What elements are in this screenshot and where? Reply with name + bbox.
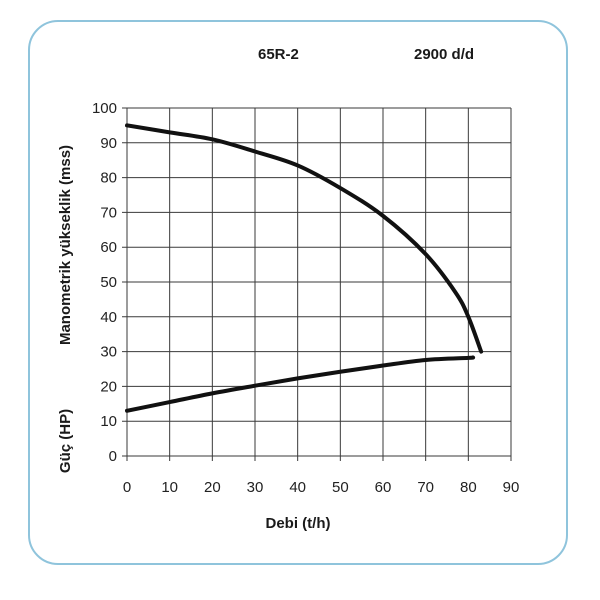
- grid: [122, 107, 512, 461]
- y-tick-label: 60: [100, 239, 117, 256]
- y-tick-label: 30: [100, 344, 117, 361]
- y-tick-label: 50: [100, 274, 117, 291]
- y-axis-title-power: Güç (HP): [57, 409, 74, 473]
- x-tick-label: 70: [417, 479, 434, 496]
- series-lines: [125, 123, 484, 413]
- x-tick-label: 40: [289, 479, 306, 496]
- x-tick-label: 80: [460, 479, 477, 496]
- y-axis-title-head: Manometrik yükseklik (mss): [57, 145, 74, 345]
- head-curve-line: [125, 123, 484, 354]
- x-tick-labels: 0 10 20 30 40 50 60 70 80 90: [123, 479, 520, 496]
- x-tick-label: 90: [503, 479, 520, 496]
- x-tick-label: 10: [161, 479, 178, 496]
- x-axis-title: Debi (t/h): [266, 515, 331, 532]
- model-title: 65R-2: [258, 46, 299, 63]
- x-tick-label: 60: [375, 479, 392, 496]
- y-tick-label: 10: [100, 413, 117, 430]
- y-tick-labels: 0 10 20 30 40 50 60 70 80 90 100: [92, 100, 117, 465]
- y-tick-label: 80: [100, 170, 117, 187]
- y-tick-label: 0: [109, 448, 117, 465]
- y-tick-label: 70: [100, 204, 117, 221]
- y-tick-label: 90: [100, 135, 117, 152]
- power-curve-line: [125, 355, 476, 413]
- x-tick-label: 20: [204, 479, 221, 496]
- y-tick-label: 20: [100, 378, 117, 395]
- speed-subtitle: 2900 d/d: [414, 46, 475, 63]
- y-tick-label: 100: [92, 100, 117, 117]
- x-tick-label: 30: [247, 479, 264, 496]
- x-tick-label: 50: [332, 479, 349, 496]
- y-tick-label: 40: [100, 309, 117, 326]
- x-tick-label: 0: [123, 479, 131, 496]
